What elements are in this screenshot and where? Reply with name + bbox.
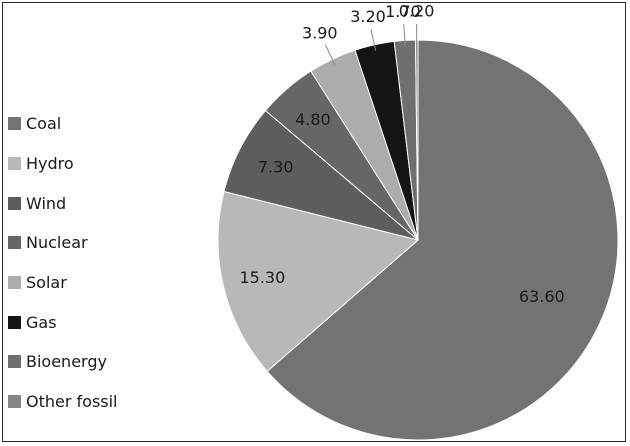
pie-slice-coal (266, 39, 619, 441)
legend-label-hydro: Hydro (26, 154, 74, 174)
legend-label-bioenergy: Bioenergy (26, 352, 107, 372)
data-labels: 63.60 15.30 7.30 4.80 3.90 3.20 1.700.20 (239, 2, 564, 306)
leader-line-solar (324, 44, 336, 65)
pie-slices (217, 39, 619, 441)
legend-swatch-bioenergy (8, 355, 21, 369)
leader-line-gas (370, 29, 377, 51)
legend-item-coal: Coal (8, 104, 118, 144)
data-label-bioenergy: 1.70 (385, 2, 421, 21)
legend-item-solar: Solar (8, 263, 118, 303)
legend-swatch-nuclear (8, 236, 21, 250)
legend-swatch-gas (8, 315, 21, 329)
legend-item-other-fossil: Other fossil (8, 382, 118, 422)
legend-item-hydro: Hydro (8, 144, 118, 184)
legend-item-nuclear: Nuclear (8, 223, 118, 263)
data-label-solar: 3.90 (302, 24, 338, 43)
leader-lines (324, 23, 418, 65)
legend-label-wind: Wind (26, 193, 67, 213)
data-label-wind: 7.30 (258, 157, 294, 176)
data-label-nuclear: 4.80 (295, 110, 331, 129)
legend-label-gas: Gas (26, 312, 57, 332)
legend-swatch-wind (8, 196, 21, 210)
legend-label-other-fossil: Other fossil (26, 392, 118, 412)
data-label-hydro: 15.30 (239, 268, 285, 287)
legend-label-nuclear: Nuclear (26, 233, 88, 253)
leader-line-bioenergy (403, 24, 406, 47)
pie-slice-hydro (217, 190, 420, 373)
legend-label-coal: Coal (26, 114, 62, 134)
legend-swatch-coal (8, 117, 21, 131)
legend: Coal Hydro Wind Nuclear Solar Gas Bioenergy Oth… (8, 104, 118, 422)
legend-label-solar: Solar (26, 273, 67, 293)
legend-item-bioenergy: Bioenergy (8, 342, 118, 382)
data-label-other-fossil: 0.20 (399, 2, 435, 21)
legend-item-gas: Gas (8, 302, 118, 342)
data-label-gas: 3.20 (350, 7, 386, 26)
legend-swatch-solar (8, 276, 21, 290)
legend-swatch-hydro (8, 157, 21, 171)
data-label-coal: 63.60 (519, 287, 565, 306)
legend-swatch-other-fossil (8, 395, 21, 409)
legend-item-wind: Wind (8, 183, 118, 223)
